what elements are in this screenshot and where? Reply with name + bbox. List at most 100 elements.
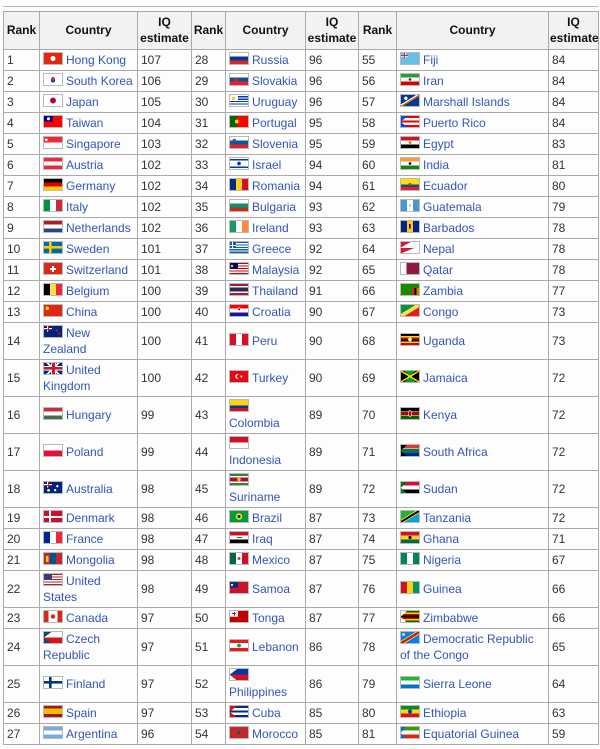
country-link-slovakia[interactable]: Slovakia — [252, 74, 298, 89]
flag-icon-barbados — [400, 220, 420, 234]
country-link-greece[interactable]: Greece — [252, 242, 292, 257]
country-link-taiwan[interactable]: Taiwan — [66, 116, 104, 131]
country-link-zambia[interactable]: Zambia — [423, 284, 464, 299]
country-link-romania[interactable]: Romania — [252, 179, 301, 194]
country-link-qatar[interactable]: Qatar — [423, 263, 454, 278]
country-link-indonesia[interactable]: Indonesia — [229, 453, 282, 468]
country-link-suriname[interactable]: Suriname — [229, 490, 281, 505]
country-link-france[interactable]: France — [66, 532, 104, 547]
country-link-morocco[interactable]: Morocco — [252, 727, 299, 742]
country-link-denmark[interactable]: Denmark — [66, 511, 115, 526]
country-link-india[interactable]: India — [423, 158, 450, 173]
country-link-south-korea[interactable]: South Korea — [66, 74, 133, 89]
country-link-mexico[interactable]: Mexico — [252, 553, 291, 568]
iq-cell: 77 — [548, 280, 599, 303]
country-link-germany[interactable]: Germany — [66, 179, 116, 194]
country-link-south-africa[interactable]: South Africa — [423, 445, 488, 460]
flag-icon-bulgaria — [229, 199, 249, 213]
country-link-czech-republic[interactable]: Czech Republic — [43, 632, 101, 663]
table-row: 8 Italy 102 35 Bulgaria 93 62 Guatemala 79 — [3, 196, 599, 219]
country-link-hungary[interactable]: Hungary — [66, 408, 112, 423]
country-link-brazil[interactable]: Brazil — [252, 511, 283, 526]
country-link-zimbabwe[interactable]: Zimbabwe — [423, 611, 479, 626]
flag-icon-uruguay — [229, 94, 249, 108]
country-link-malaysia[interactable]: Malaysia — [252, 263, 300, 278]
country-link-colombia[interactable]: Colombia — [229, 416, 280, 431]
country-link-united-states[interactable]: United States — [43, 574, 101, 605]
country-link-belgium[interactable]: Belgium — [66, 284, 110, 299]
country-link-croatia[interactable]: Croatia — [252, 305, 291, 320]
country-link-philippines[interactable]: Philippines — [229, 685, 288, 700]
flag-icon-peru — [229, 333, 249, 347]
country-link-thailand[interactable]: Thailand — [252, 284, 299, 299]
country-link-spain[interactable]: Spain — [66, 706, 97, 721]
table-row: 5 Singapore 103 32 Slovenia 95 59 Egypt 83 — [3, 133, 599, 156]
country-link-cuba[interactable]: Cuba — [252, 706, 281, 721]
country-link-united-kingdom[interactable]: United Kingdom — [43, 363, 101, 394]
country-link-kenya[interactable]: Kenya — [423, 408, 458, 423]
country-link-turkey[interactable]: Turkey — [252, 371, 289, 386]
iq-cell: 105 — [137, 91, 192, 114]
country-link-slovenia[interactable]: Slovenia — [252, 137, 299, 152]
country-link-congo[interactable]: Congo — [423, 305, 459, 320]
country-link-tonga[interactable]: Tonga — [252, 611, 285, 626]
country-link-democratic-republic-of-the-congo[interactable]: Democratic Republic of the Congo — [400, 632, 534, 663]
country-link-sudan[interactable]: Sudan — [423, 482, 458, 497]
country-link-sierra-leone[interactable]: Sierra Leone — [423, 677, 492, 692]
country-link-israel[interactable]: Israel — [252, 158, 282, 173]
country-link-jamaica[interactable]: Jamaica — [423, 371, 468, 386]
country-link-argentina[interactable]: Argentina — [66, 727, 118, 742]
country-link-tanzania[interactable]: Tanzania — [423, 511, 472, 526]
country-link-china[interactable]: China — [66, 305, 98, 320]
country-link-japan[interactable]: Japan — [66, 95, 99, 110]
country-link-fiji[interactable]: Fiji — [423, 53, 439, 68]
country-link-finland[interactable]: Finland — [66, 677, 106, 692]
country-link-iraq[interactable]: Iraq — [252, 532, 273, 547]
table-row: 4 Taiwan 104 31 Portugal 95 58 Puerto Rico 84 — [3, 112, 599, 135]
country-link-bulgaria[interactable]: Bulgaria — [252, 200, 297, 215]
country-link-marshall-islands[interactable]: Marshall Islands — [423, 95, 510, 110]
country-cell: Zambia — [396, 280, 549, 303]
country-link-uganda[interactable]: Uganda — [423, 334, 466, 349]
country-link-portugal[interactable]: Portugal — [252, 116, 297, 131]
rank-cell: 58 — [358, 112, 397, 135]
country-link-peru[interactable]: Peru — [252, 334, 278, 349]
country-link-hong-kong[interactable]: Hong Kong — [66, 53, 127, 68]
column-header-rank: Rank — [358, 10, 397, 51]
country-link-mongolia[interactable]: Mongolia — [66, 553, 115, 568]
rank-cell: 4 — [3, 112, 40, 135]
country-link-ecuador[interactable]: Ecuador — [423, 179, 468, 194]
iq-cell: 93 — [305, 196, 359, 219]
country-link-iran[interactable]: Iran — [423, 74, 444, 89]
country-link-russia[interactable]: Russia — [252, 53, 289, 68]
country-link-ethiopia[interactable]: Ethiopia — [423, 706, 467, 721]
country-link-italy[interactable]: Italy — [66, 200, 89, 215]
country-link-singapore[interactable]: Singapore — [66, 137, 121, 152]
country-link-nepal[interactable]: Nepal — [423, 242, 455, 257]
country-link-uruguay[interactable]: Uruguay — [252, 95, 298, 110]
country-link-barbados[interactable]: Barbados — [423, 221, 475, 236]
country-link-lebanon[interactable]: Lebanon — [252, 640, 299, 655]
country-cell: South Africa — [396, 433, 549, 472]
country-link-austria[interactable]: Austria — [66, 158, 104, 173]
country-link-guinea[interactable]: Guinea — [423, 582, 462, 597]
country-link-equatorial-guinea[interactable]: Equatorial Guinea — [423, 727, 520, 742]
table-row: 19 Denmark 98 46 Brazil 87 73 Tanzania 72 — [3, 507, 599, 530]
country-link-australia[interactable]: Australia — [66, 482, 113, 497]
country-link-egypt[interactable]: Egypt — [423, 137, 454, 152]
country-link-ghana[interactable]: Ghana — [423, 532, 460, 547]
country-link-new-zealand[interactable]: New Zealand — [43, 326, 91, 357]
country-link-ireland[interactable]: Ireland — [252, 221, 289, 236]
country-link-nigeria[interactable]: Nigeria — [423, 553, 462, 568]
country-link-puerto-rico[interactable]: Puerto Rico — [423, 116, 486, 131]
country-link-poland[interactable]: Poland — [66, 445, 104, 460]
iq-cell: 73 — [548, 322, 599, 361]
country-link-netherlands[interactable]: Netherlands — [66, 221, 131, 236]
country-link-canada[interactable]: Canada — [66, 611, 109, 626]
iq-cell: 98 — [137, 507, 192, 530]
country-link-guatemala[interactable]: Guatemala — [423, 200, 482, 215]
country-link-switzerland[interactable]: Switzerland — [66, 263, 129, 278]
rank-cell: 14 — [3, 322, 40, 361]
country-link-samoa[interactable]: Samoa — [252, 582, 291, 597]
country-link-sweden[interactable]: Sweden — [66, 242, 110, 257]
